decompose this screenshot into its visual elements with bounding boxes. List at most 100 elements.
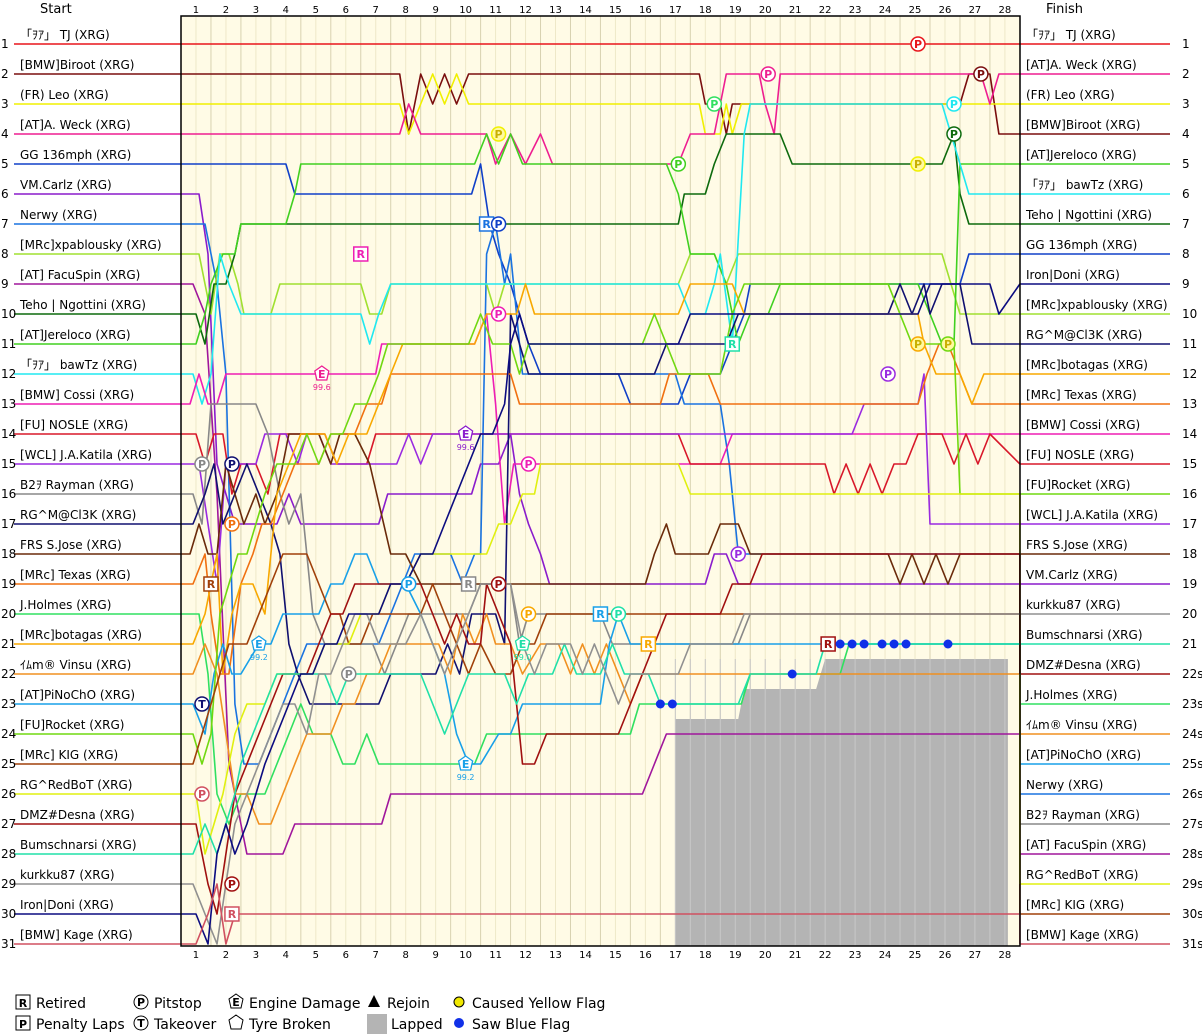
svg-text:P: P (228, 878, 236, 891)
finish-driver-name: RG^RedBoT (XRG) (1026, 868, 1138, 882)
svg-text:R: R (464, 578, 473, 591)
plot-frame (180, 15, 1021, 947)
svg-text:P: P (228, 518, 236, 531)
marker-r: R (353, 246, 369, 262)
finish-position-number: 1 (1182, 37, 1190, 51)
svg-text:R: R (596, 608, 605, 621)
start-position-number: 1 (1, 37, 9, 51)
start-position-number: 28 (1, 847, 16, 861)
start-driver-name: (FR) Leo (XRG) (20, 88, 109, 102)
marker-sub-label: 99.6 (313, 383, 331, 392)
finish-position-number: 8 (1182, 247, 1190, 261)
lap-label-top: 1 (193, 5, 199, 16)
driver-trace (181, 73, 1020, 135)
marker-p: P (490, 216, 507, 232)
finish-driver-name: [BMW] Kage (XRG) (1026, 928, 1139, 942)
finish-driver-name: [FU] NOSLE (XRG) (1026, 448, 1134, 462)
marker-p: P (880, 366, 896, 382)
legend-item: Caused Yellow Flag (453, 996, 605, 1012)
svg-text:P: P (914, 338, 922, 351)
start-driver-name: FRS S.Jose (XRG) (20, 538, 122, 552)
svg-text:E: E (462, 758, 470, 771)
finish-driver-name: 「ｦｱ」 bawTz (XRG) (1026, 178, 1143, 192)
finish-position-number: 30s (1182, 907, 1202, 921)
svg-text:R: R (728, 338, 737, 351)
start-driver-name: RG^RedBoT (XRG) (20, 778, 132, 792)
svg-text:P: P (710, 98, 718, 111)
marker-y: P (910, 336, 926, 352)
marker-p: P (706, 96, 723, 112)
marker-p: P (670, 156, 687, 172)
lapped-area (674, 659, 1008, 946)
svg-text:P: P (137, 996, 145, 1009)
finish-driver-name: [MRc] KIG (XRG) (1026, 898, 1124, 912)
marker-t: T (194, 696, 210, 712)
start-position-number: 6 (1, 187, 9, 201)
start-driver-name: [FU] NOSLE (XRG) (20, 418, 128, 432)
svg-text:P: P (950, 128, 958, 141)
svg-text:P: P (674, 158, 682, 171)
lap-label-top: 20 (759, 5, 772, 16)
svg-text:T: T (137, 1017, 145, 1030)
marker-e: E 99.6 (313, 365, 331, 392)
marker-p: P (490, 306, 507, 322)
start-driver-name: [WCL] J.A.Katila (XRG) (20, 448, 152, 462)
start-position-number: 27 (1, 817, 16, 831)
lap-label-bottom: 8 (403, 950, 409, 961)
lap-label-top: 7 (373, 5, 379, 16)
lap-label-top: 15 (609, 5, 622, 16)
driver-trace (181, 283, 1020, 705)
driver-trace (181, 283, 1021, 945)
finish-driver-name: 「ｦｱ」 TJ (XRG) (1026, 28, 1116, 42)
marker-p: P (946, 96, 962, 112)
lap-label-top: 23 (849, 5, 862, 16)
start-position-number: 13 (1, 397, 16, 411)
legend-item: Rejoin (368, 995, 430, 1012)
marker-r: R (640, 636, 657, 652)
lap-label-bottom: 20 (759, 950, 772, 961)
start-position-number: 9 (1, 277, 9, 291)
legend-item: Saw Blue Flag (454, 1017, 570, 1033)
svg-text:P: P (914, 158, 922, 171)
lap-label-bottom: 11 (489, 950, 502, 961)
finish-position-number: 29s (1182, 877, 1202, 891)
lap-label-bottom: 13 (549, 950, 562, 961)
lap-label-top: 14 (579, 5, 592, 16)
finish-position-number: 4 (1182, 127, 1190, 141)
marker-p: P (341, 666, 357, 682)
lap-label-bottom: 4 (283, 950, 289, 961)
lap-label-bottom: 16 (639, 950, 652, 961)
finish-driver-name: [AT]A. Weck (XRG) (1026, 58, 1137, 72)
start-driver-name: Nerwy (XRG) (20, 208, 97, 222)
driver-trace (181, 283, 1020, 765)
driver-trace (181, 433, 1020, 585)
start-position-number: 18 (1, 547, 16, 561)
svg-text:P: P (884, 368, 892, 381)
lapped-shade (675, 659, 1008, 946)
start-grid-labels: 1 「ｦｱ」 TJ (XRG) 2 [BMW]Biroot (XRG) 3 (FR) Le… (1, 28, 162, 951)
start-driver-name: [MRc]xpablousky (XRG) (20, 238, 162, 252)
finish-position-number: 9 (1182, 277, 1190, 291)
svg-text:P: P (495, 128, 503, 141)
blue-flag-dot (655, 699, 665, 709)
legend-item: E Engine Damage (228, 993, 361, 1012)
lap-label-top: 17 (669, 5, 682, 16)
marker-p: P (520, 606, 537, 622)
finish-driver-name: RG^M@Cl3K (XRG) (1026, 328, 1142, 342)
svg-text:P: P (198, 458, 206, 471)
start-driver-name: DMZ#Desna (XRG) (20, 808, 135, 822)
lap-label-top: 16 (639, 5, 652, 16)
start-position-number: 25 (1, 757, 16, 771)
svg-text:P: P (950, 98, 958, 111)
lap-label-top: 10 (459, 5, 472, 16)
lap-label-bottom: 26 (939, 950, 952, 961)
finish-driver-name: FRS S.Jose (XRG) (1026, 538, 1128, 552)
marker-e: E 99.0 (514, 635, 531, 662)
blue-flag-dot (859, 639, 869, 649)
lap-label-bottom: 28 (999, 950, 1012, 961)
finish-driver-name: [MRc]botagas (XRG) (1026, 358, 1148, 372)
marker-y: P (940, 336, 956, 352)
start-position-number: 14 (1, 427, 16, 441)
marker-y: P (910, 156, 926, 172)
